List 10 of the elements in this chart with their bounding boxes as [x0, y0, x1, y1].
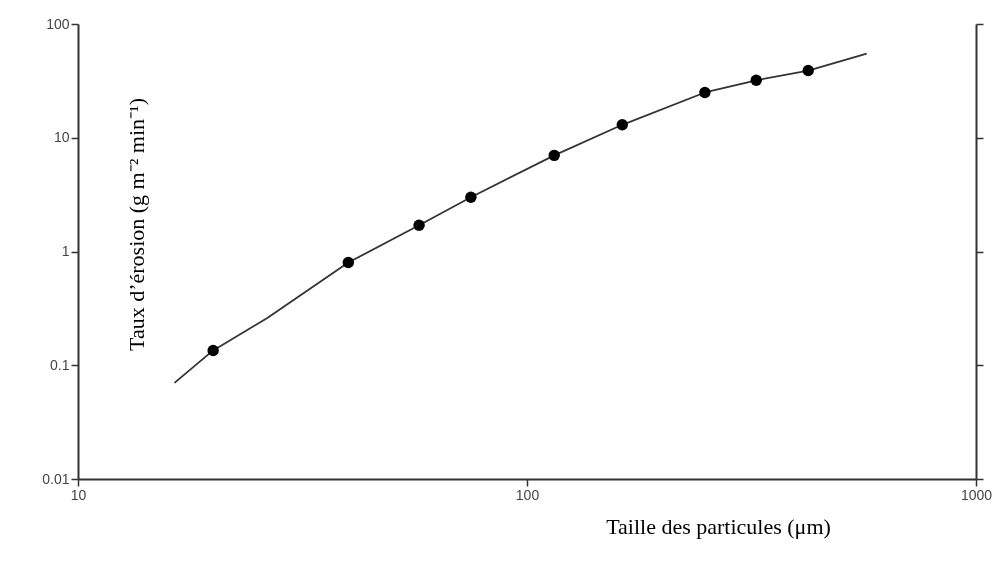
x-tick-label: 1000 [960, 486, 993, 503]
y-tick-label: 0.01 [42, 470, 70, 487]
x-tick-label: 100 [515, 486, 540, 503]
y-tick-label: 100 [46, 15, 70, 32]
y-tick-label: 10 [53, 129, 70, 146]
x-tick-label: 10 [70, 486, 87, 503]
y-tick-label: 0.1 [50, 356, 70, 373]
y-tick-label: 1 [61, 243, 70, 259]
y-axis-title: Taux d’érosion (g m⁻² min⁻¹) [123, 98, 149, 351]
x-axis-title: Taille des particules (μm) [606, 513, 831, 539]
